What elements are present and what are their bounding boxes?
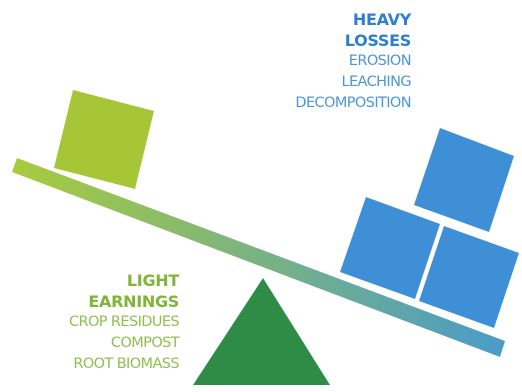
light-earnings-label-group: LIGHT EARNINGS CROP RESIDUES COMPOST ROO…	[68, 270, 180, 375]
earning-item-root-biomass: ROOT BIOMASS	[73, 356, 179, 372]
heavy-losses-box-top	[414, 128, 514, 232]
heavy-losses-heading-line2: LOSSES	[344, 31, 412, 50]
heavy-losses-label-group: HEAVY LOSSES EROSION LEACHING DECOMPOSIT…	[295, 9, 411, 114]
heavy-losses-box-left	[340, 197, 440, 299]
light-earnings-box	[54, 90, 154, 189]
heavy-losses-heading-line1: HEAVY	[352, 10, 411, 29]
loss-item-erosion: EROSION	[348, 53, 412, 69]
earning-item-compost: COMPOST	[110, 335, 180, 351]
scale-beam	[12, 158, 505, 357]
light-earnings-heading-line1: LIGHT	[126, 271, 179, 290]
earning-item-crop-residues: CROP RESIDUES	[68, 314, 180, 330]
loss-item-leaching: LEACHING	[341, 74, 412, 90]
loss-item-decomposition: DECOMPOSITION	[295, 95, 411, 111]
heavy-losses-box-right	[419, 226, 519, 328]
light-earnings-heading-line2: EARNINGS	[88, 292, 179, 311]
fulcrum-triangle	[193, 278, 330, 385]
